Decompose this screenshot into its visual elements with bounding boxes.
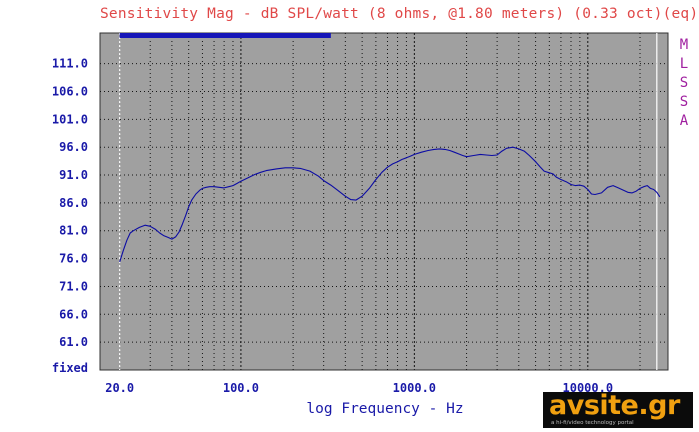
y-tick-label: 91.0 bbox=[59, 168, 88, 182]
side-letter: M bbox=[679, 37, 689, 53]
y-tick-label: 76.0 bbox=[59, 252, 88, 266]
chart-marks bbox=[119, 33, 661, 263]
y-tick-label: 111.0 bbox=[52, 57, 88, 71]
y-tick-label: 61.0 bbox=[59, 335, 88, 349]
plot-area bbox=[99, 32, 669, 371]
grid bbox=[100, 33, 668, 370]
top-range-bar bbox=[119, 33, 331, 38]
y-tick-label: 71.0 bbox=[59, 279, 88, 293]
y-fixed-label: fixed bbox=[52, 361, 88, 375]
logo-text: avsite.gr bbox=[549, 392, 680, 421]
side-letter: S bbox=[679, 75, 689, 91]
y-tick-label: 86.0 bbox=[59, 196, 88, 210]
side-letter: L bbox=[679, 56, 689, 72]
chart-title: Sensitivity Mag - dB SPL/watt (8 ohms, @… bbox=[100, 6, 699, 22]
x-tick-label: 100.0 bbox=[223, 381, 259, 395]
y-tick-label: 101.0 bbox=[52, 112, 88, 126]
x-tick-label: 20.0 bbox=[105, 381, 134, 395]
side-letter: A bbox=[679, 113, 689, 129]
response-curve bbox=[119, 146, 661, 263]
axis-ticks: 111.0 106.0 101.0 96.0 91.0 86.0 81.0 76.0 71.0 6… bbox=[52, 57, 613, 395]
x-tick-label: 1000.0 bbox=[393, 381, 436, 395]
y-tick-label: 106.0 bbox=[52, 84, 88, 98]
x-axis-label: log Frequency - Hz bbox=[306, 401, 464, 417]
x-tick-label: 10000.0 bbox=[563, 381, 614, 395]
side-label-mlssa: M L S S A bbox=[676, 36, 692, 131]
y-tick-label: 96.0 bbox=[59, 140, 88, 154]
side-letter: S bbox=[679, 94, 689, 110]
logo-tagline: a hi-fi/video technology portal bbox=[551, 420, 634, 426]
y-tick-label: 81.0 bbox=[59, 224, 88, 238]
avsite-logo: avsite.gr a hi-fi/video technology porta… bbox=[543, 392, 693, 428]
y-tick-label: 66.0 bbox=[59, 307, 88, 321]
